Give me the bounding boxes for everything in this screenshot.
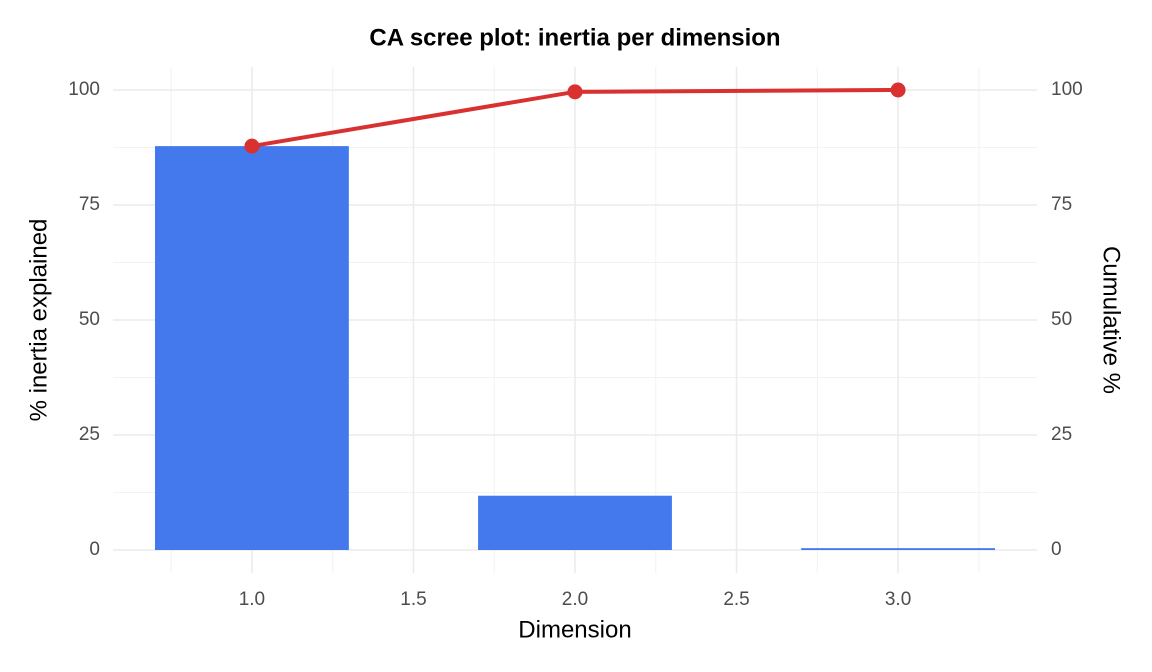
bar [478,495,672,550]
x-tick-label: 1.5 [400,589,426,610]
x-tick-label: 3.0 [885,589,911,610]
y-tick-label: 75 [79,194,100,215]
x-tick-label: 2.5 [723,589,749,610]
bar [801,548,995,550]
y2-tick-label: 50 [1051,309,1072,330]
y2-tick-label: 75 [1051,194,1072,215]
y-tick-label: 50 [79,309,100,330]
y2-axis-title: Cumulative % [1098,246,1125,394]
y2-tick-label: 25 [1051,424,1072,445]
y-tick-label: 0 [89,539,100,560]
bar [155,146,349,550]
point [890,82,906,98]
y2-tick-label: 100 [1051,79,1083,100]
chart-title: CA scree plot: inertia per dimension [369,24,780,51]
y2-tick-label: 0 [1051,539,1062,560]
x-tick-label: 1.0 [239,589,265,610]
y-tick-label: 100 [68,79,100,100]
point [244,138,260,154]
y-tick-label: 25 [79,424,100,445]
x-axis-title: Dimension [518,616,631,643]
point [567,84,583,100]
y-axis-title: % inertia explained [25,219,52,422]
x-tick-label: 2.0 [562,589,588,610]
